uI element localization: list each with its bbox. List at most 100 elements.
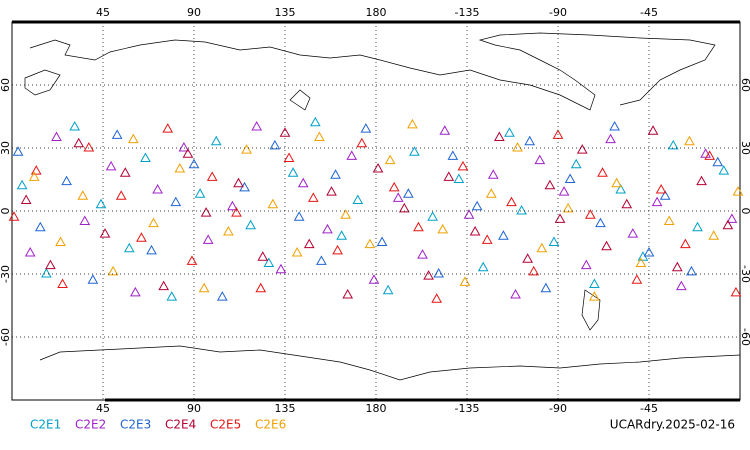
triangle-marker xyxy=(279,127,291,137)
triangle-marker xyxy=(384,154,396,165)
triangle-marker xyxy=(79,215,91,225)
triangle-marker xyxy=(372,162,384,173)
x-tick-label: 90 xyxy=(187,6,201,19)
triangle-marker xyxy=(576,144,588,154)
triangle-marker xyxy=(115,190,127,200)
triangle-marker xyxy=(293,211,305,221)
triangle-marker xyxy=(712,156,724,167)
triangle-marker xyxy=(24,246,36,257)
triangle-marker xyxy=(162,123,174,133)
x-tick-label: 90 xyxy=(187,402,201,415)
triangle-marker xyxy=(447,150,459,160)
triangle-marker xyxy=(16,179,28,190)
triangle-marker xyxy=(437,223,449,234)
triangle-marker xyxy=(251,120,263,131)
triangle-marker xyxy=(307,192,319,202)
triangle-marker xyxy=(216,291,228,301)
triangle-marker xyxy=(73,137,85,148)
triangle-marker xyxy=(119,167,131,177)
triangle-marker xyxy=(413,221,424,232)
triangle-marker xyxy=(643,246,655,257)
triangle-marker xyxy=(322,223,333,234)
x-tick-label: 45 xyxy=(96,402,110,415)
triangle-marker xyxy=(382,284,394,295)
triangle-marker xyxy=(667,139,679,150)
triangle-marker xyxy=(635,257,647,267)
triangle-marker xyxy=(8,211,20,221)
triangle-marker xyxy=(83,141,95,152)
y-tick-label: 0 xyxy=(739,208,750,215)
triangle-marker xyxy=(469,225,481,236)
triangle-marker xyxy=(692,221,703,232)
triangle-marker xyxy=(516,204,527,215)
triangle-marker xyxy=(330,169,341,179)
triangle-marker xyxy=(433,267,445,278)
x-tick-label: 135 xyxy=(275,402,296,415)
triangle-marker xyxy=(676,280,687,291)
triangle-marker xyxy=(77,190,89,200)
triangle-marker xyxy=(494,131,505,141)
triangle-marker xyxy=(368,274,380,284)
y-tick-label: 0 xyxy=(0,208,12,215)
triangle-marker xyxy=(364,238,376,249)
triangle-marker xyxy=(601,240,612,251)
triangle-marker xyxy=(158,280,170,291)
y-tick-label: 30 xyxy=(739,141,750,155)
triangle-marker xyxy=(206,171,218,181)
triangle-marker xyxy=(528,265,540,276)
triangle-marker xyxy=(589,291,600,301)
legend-entry: C2E4 xyxy=(165,418,196,432)
triangle-marker xyxy=(314,131,325,141)
triangle-marker xyxy=(51,131,62,141)
triangle-marker xyxy=(231,207,242,217)
triangle-marker xyxy=(562,202,574,213)
triangle-marker xyxy=(431,293,443,303)
triangle-marker xyxy=(107,265,119,276)
triangle-marker xyxy=(423,270,434,280)
triangle-marker xyxy=(621,198,633,209)
triangle-marker xyxy=(342,288,354,299)
triangle-marker xyxy=(696,175,707,186)
triangle-marker xyxy=(55,236,66,246)
triangle-marker xyxy=(700,148,711,158)
triangle-marker xyxy=(558,186,570,196)
triangle-marker xyxy=(182,148,194,158)
triangle-marker xyxy=(148,217,159,228)
triangle-marker xyxy=(186,255,198,265)
triangle-marker xyxy=(439,125,451,135)
triangle-marker xyxy=(140,152,151,162)
triangle-marker xyxy=(99,228,111,238)
triangle-marker xyxy=(407,118,418,129)
triangle-marker xyxy=(376,236,388,246)
triangle-marker xyxy=(647,125,659,135)
x-tick-label: -135 xyxy=(455,402,480,415)
triangle-marker xyxy=(336,230,347,240)
triangle-marker xyxy=(146,244,157,255)
triangle-marker xyxy=(485,188,497,198)
triangle-marker xyxy=(178,141,190,152)
triangle-marker xyxy=(611,177,622,188)
triangle-marker xyxy=(631,274,643,284)
triangle-marker xyxy=(198,282,210,293)
triangle-marker xyxy=(257,251,269,261)
triangle-marker xyxy=(309,116,321,127)
legend-entry: C2E1 xyxy=(30,418,61,432)
triangle-marker xyxy=(589,278,600,288)
triangle-marker xyxy=(392,192,404,202)
triangle-marker xyxy=(663,215,675,225)
triangle-marker xyxy=(152,183,163,194)
triangle-marker xyxy=(409,146,420,156)
triangle-marker xyxy=(548,236,560,246)
triangle-marker xyxy=(524,135,536,146)
triangle-marker xyxy=(605,133,616,144)
y-tick-label: 30 xyxy=(0,141,12,155)
triangle-marker xyxy=(30,165,42,175)
x-tick-label: -135 xyxy=(455,6,480,19)
triangle-marker xyxy=(580,259,592,270)
y-tick-label: -60 xyxy=(739,328,750,346)
triangle-marker xyxy=(481,234,493,244)
triangle-marker xyxy=(95,198,107,209)
triangle-marker xyxy=(269,139,281,150)
triangle-marker xyxy=(684,135,695,146)
